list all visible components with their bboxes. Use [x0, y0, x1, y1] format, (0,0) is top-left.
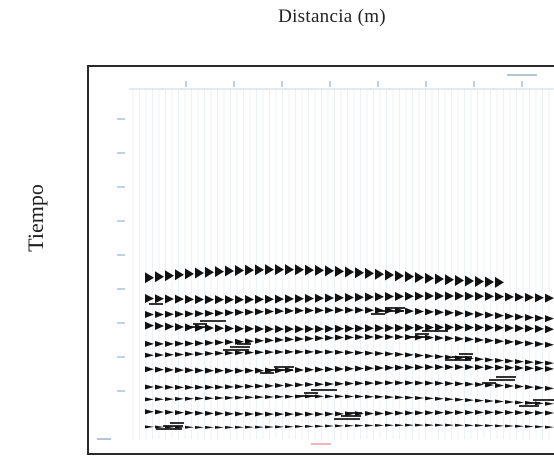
reflector-segment	[482, 382, 496, 384]
reflector-band	[145, 264, 504, 288]
reflector-segment	[223, 349, 249, 351]
reflector-segment	[378, 310, 404, 312]
seismic-traces	[129, 88, 554, 439]
reflector-segment	[422, 330, 448, 332]
reflector-segment	[452, 356, 472, 358]
seismic-section-image	[97, 74, 554, 445]
reflector-segment	[297, 395, 317, 397]
reflector-segment	[170, 422, 184, 424]
reflector-band	[145, 306, 554, 323]
reflector-segment	[186, 326, 206, 328]
reflector-segment	[200, 320, 226, 322]
reflector-band	[145, 364, 554, 374]
reflector-segment	[341, 415, 361, 417]
reflector-segment	[230, 346, 250, 348]
reflector-segment	[267, 369, 293, 371]
reflector-segment	[445, 359, 471, 361]
reflector-segment	[533, 399, 554, 401]
reflector-segment	[519, 405, 539, 407]
reflector-segment	[237, 343, 251, 345]
reflector-band	[145, 423, 554, 429]
reflector-segment	[193, 323, 207, 325]
reflector-segment	[526, 402, 540, 404]
x-axis-label: Distancia (m)	[278, 6, 386, 27]
reflector-band	[145, 394, 554, 406]
reflector-band	[145, 349, 554, 366]
acquisition-marks	[97, 74, 537, 445]
reflector-segment	[304, 392, 318, 394]
reflector-segment	[489, 379, 515, 381]
reflector-segment	[274, 366, 294, 368]
reflector-band	[145, 333, 554, 348]
time-axis-ticks	[117, 81, 523, 392]
reflector-segment	[334, 418, 360, 420]
reflector-segment	[156, 428, 182, 430]
reflector-segment	[371, 313, 385, 315]
reflector-segment	[408, 336, 428, 338]
reflector-segment	[348, 412, 362, 414]
reflector-segment	[415, 333, 429, 335]
seismic-section-frame	[87, 65, 554, 455]
seismic-reflectors	[145, 264, 554, 430]
reflector-segment	[149, 303, 163, 305]
y-axis-label: Tiempo	[23, 184, 48, 252]
reflector-segment	[163, 425, 183, 427]
reflector-segment	[496, 376, 516, 378]
reflector-segment	[385, 307, 405, 309]
reflector-segment	[311, 389, 337, 391]
reflector-segment	[260, 372, 274, 374]
reflector-segment	[459, 353, 473, 355]
reflector-band	[145, 291, 554, 305]
reflector-band	[145, 321, 554, 334]
reflector-band	[145, 380, 554, 391]
